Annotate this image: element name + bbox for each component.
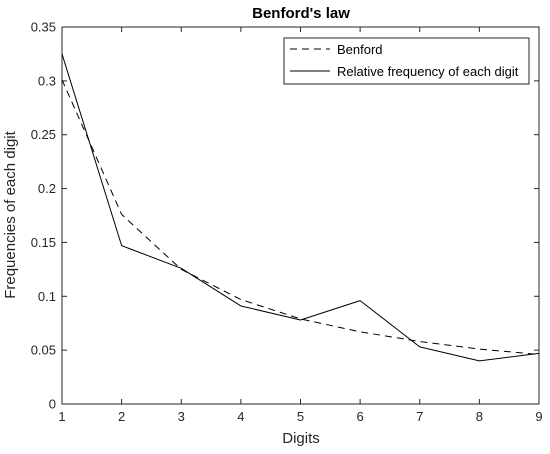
x-tick-label: 9 [535,409,542,424]
plot-area [61,26,540,405]
x-axis-ticks: 1 2 3 4 5 6 7 8 9 [58,27,543,424]
y-tick-label: 0 [49,397,56,412]
y-tick-label: 0.25 [31,127,56,142]
x-tick-label: 7 [416,409,423,424]
chart-title: Benford's law [252,5,350,22]
legend: Benford Relative frequency of each digit [283,37,530,85]
x-tick-label: 3 [178,409,185,424]
y-axis-ticks: 0 0.05 0.1 0.15 0.2 0.25 0.3 0.35 [31,20,539,412]
y-tick-label: 0.1 [38,289,56,304]
y-tick-label: 0.35 [31,20,56,35]
y-tick-label: 0.05 [31,343,56,358]
y-axis-label: Frequencies of each digit [2,130,19,298]
x-tick-label: 1 [58,409,65,424]
y-tick-label: 0.3 [38,73,56,88]
y-tick-label: 0.2 [38,181,56,196]
x-tick-label: 5 [297,409,304,424]
legend-box [283,37,530,85]
x-tick-label: 4 [237,409,244,424]
y-tick-label: 0.15 [31,235,56,250]
series-lines [61,53,540,362]
x-tick-label: 6 [357,409,364,424]
benford-series-line [61,79,540,355]
x-tick-label: 8 [476,409,483,424]
legend-label-benford: Benford [337,42,383,57]
x-tick-label: 2 [118,409,125,424]
legend-label-relative-frequency: Relative frequency of each digit [337,64,519,79]
relative-frequency-series-line [61,53,540,362]
x-axis-label: Digits [282,430,320,447]
